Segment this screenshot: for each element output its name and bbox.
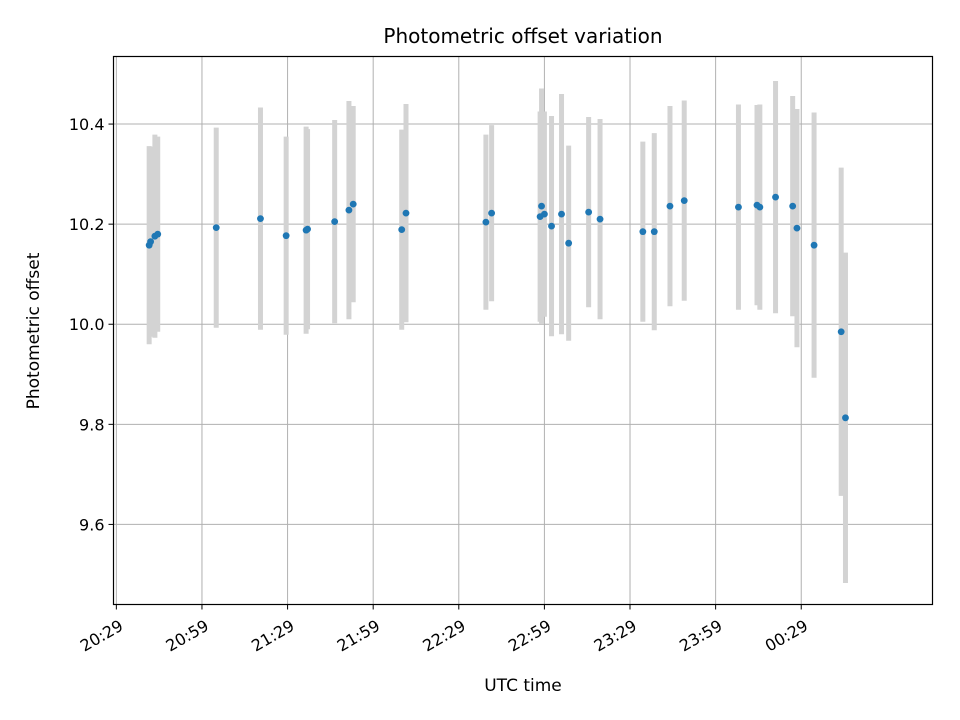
data-point — [349, 200, 357, 208]
chart-title: Photometric offset variation — [383, 24, 662, 48]
data-point — [558, 210, 565, 218]
plot-frame — [112, 55, 934, 606]
data-point — [650, 228, 658, 236]
data-point — [541, 210, 548, 218]
data-point — [735, 203, 742, 211]
data-point — [147, 238, 154, 246]
y-tick-label: 10.4 — [69, 115, 105, 134]
data-point — [680, 197, 688, 205]
data-point — [345, 206, 353, 214]
data-point — [548, 222, 555, 230]
data-point — [331, 218, 339, 226]
data-point — [837, 328, 845, 336]
data-point — [842, 414, 849, 422]
x-axis-title: UTC time — [484, 676, 562, 696]
data-point — [257, 215, 264, 223]
y-tick-label: 9.8 — [79, 415, 104, 434]
data-point — [304, 225, 311, 233]
data-point — [402, 209, 410, 217]
y-axis-ticks: 9.6 9.8 10.0 10.2 10.4 — [69, 115, 114, 534]
data-point — [585, 208, 593, 216]
data-point — [565, 239, 573, 247]
data-point — [538, 202, 545, 210]
data-point — [810, 241, 818, 249]
data-point — [398, 226, 406, 234]
y-tick-label: 10.2 — [69, 215, 105, 234]
data-point — [789, 202, 797, 210]
data-point — [639, 228, 647, 236]
data-point — [772, 193, 779, 201]
data-point — [793, 224, 801, 232]
data-points — [145, 193, 849, 422]
data-point — [756, 203, 764, 211]
data-point — [282, 232, 290, 240]
data-point — [596, 215, 604, 223]
y-axis-title: Photometric offset — [24, 252, 44, 409]
data-point — [488, 209, 496, 217]
y-tick-label: 9.6 — [79, 515, 104, 534]
data-point — [482, 218, 490, 226]
y-tick-label: 10.0 — [69, 315, 105, 334]
data-point — [666, 202, 674, 210]
data-point — [154, 230, 162, 238]
data-point — [212, 224, 220, 232]
